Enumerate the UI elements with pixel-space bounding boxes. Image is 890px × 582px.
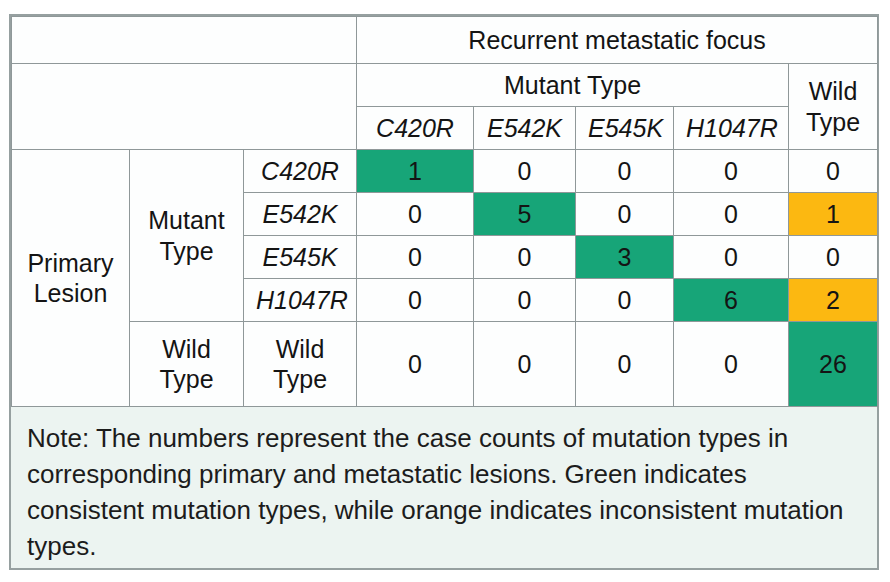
matrix-cell-diagonal: 5 — [474, 193, 576, 236]
matrix-cell: 0 — [576, 322, 674, 407]
matrix-cell: 0 — [357, 236, 474, 279]
mutant-type-row-header: Mutant Type — [130, 150, 244, 322]
subcol-header-h1047r: H1047R — [674, 107, 789, 150]
mutation-concordance-table: Recurrent metastatic focus Mutant Type W… — [11, 16, 878, 407]
matrix-cell: 0 — [357, 193, 474, 236]
matrix-cell-discordant: 1 — [789, 193, 878, 236]
corner-empty-cell-top — [12, 17, 357, 64]
wild-type-column-header: Wild Type — [789, 64, 878, 150]
wild-type-row-header: Wild Type — [130, 322, 244, 407]
matrix-cell: 0 — [474, 150, 576, 193]
matrix-cell-discordant: 2 — [789, 279, 878, 322]
row-label-e542k: E542K — [244, 193, 357, 236]
mutant-type-column-header: Mutant Type — [357, 64, 789, 107]
figure-frame: Recurrent metastatic focus Mutant Type W… — [9, 14, 879, 570]
matrix-cell: 0 — [789, 150, 878, 193]
matrix-cell: 0 — [474, 236, 576, 279]
matrix-cell: 0 — [576, 279, 674, 322]
matrix-cell-diagonal: 3 — [576, 236, 674, 279]
matrix-cell: 0 — [357, 279, 474, 322]
row-label-c420r: C420R — [244, 150, 357, 193]
row-label-e545k: E545K — [244, 236, 357, 279]
matrix-cell-diagonal: 26 — [789, 322, 878, 407]
row-label-wild-type: Wild Type — [244, 322, 357, 407]
matrix-cell: 0 — [674, 193, 789, 236]
matrix-cell: 0 — [789, 236, 878, 279]
matrix-cell: 0 — [576, 150, 674, 193]
row-label-h1047r: H1047R — [244, 279, 357, 322]
header-row-2: Mutant Type Wild Type — [12, 64, 878, 107]
primary-lesion-header: Primary Lesion — [12, 150, 130, 407]
corner-empty-cell-bottom — [12, 64, 357, 150]
header-row-1: Recurrent metastatic focus — [12, 17, 878, 64]
matrix-cell: 0 — [474, 322, 576, 407]
subcol-header-e545k: E545K — [576, 107, 674, 150]
note-text: Note: The numbers represent the case cou… — [11, 407, 877, 565]
matrix-cell: 0 — [674, 322, 789, 407]
matrix-cell: 0 — [576, 193, 674, 236]
table-row-c420r: Primary Lesion Mutant Type C420R 1 0 0 0… — [12, 150, 878, 193]
matrix-cell: 0 — [474, 279, 576, 322]
subcol-header-c420r: C420R — [357, 107, 474, 150]
matrix-cell: 0 — [674, 150, 789, 193]
matrix-cell-diagonal: 6 — [674, 279, 789, 322]
column-group-header: Recurrent metastatic focus — [357, 17, 878, 64]
matrix-cell-diagonal: 1 — [357, 150, 474, 193]
matrix-cell: 0 — [357, 322, 474, 407]
matrix-cell: 0 — [674, 236, 789, 279]
subcol-header-e542k: E542K — [474, 107, 576, 150]
table-row-wild-type: Wild Type Wild Type 0 0 0 0 26 — [12, 322, 878, 407]
